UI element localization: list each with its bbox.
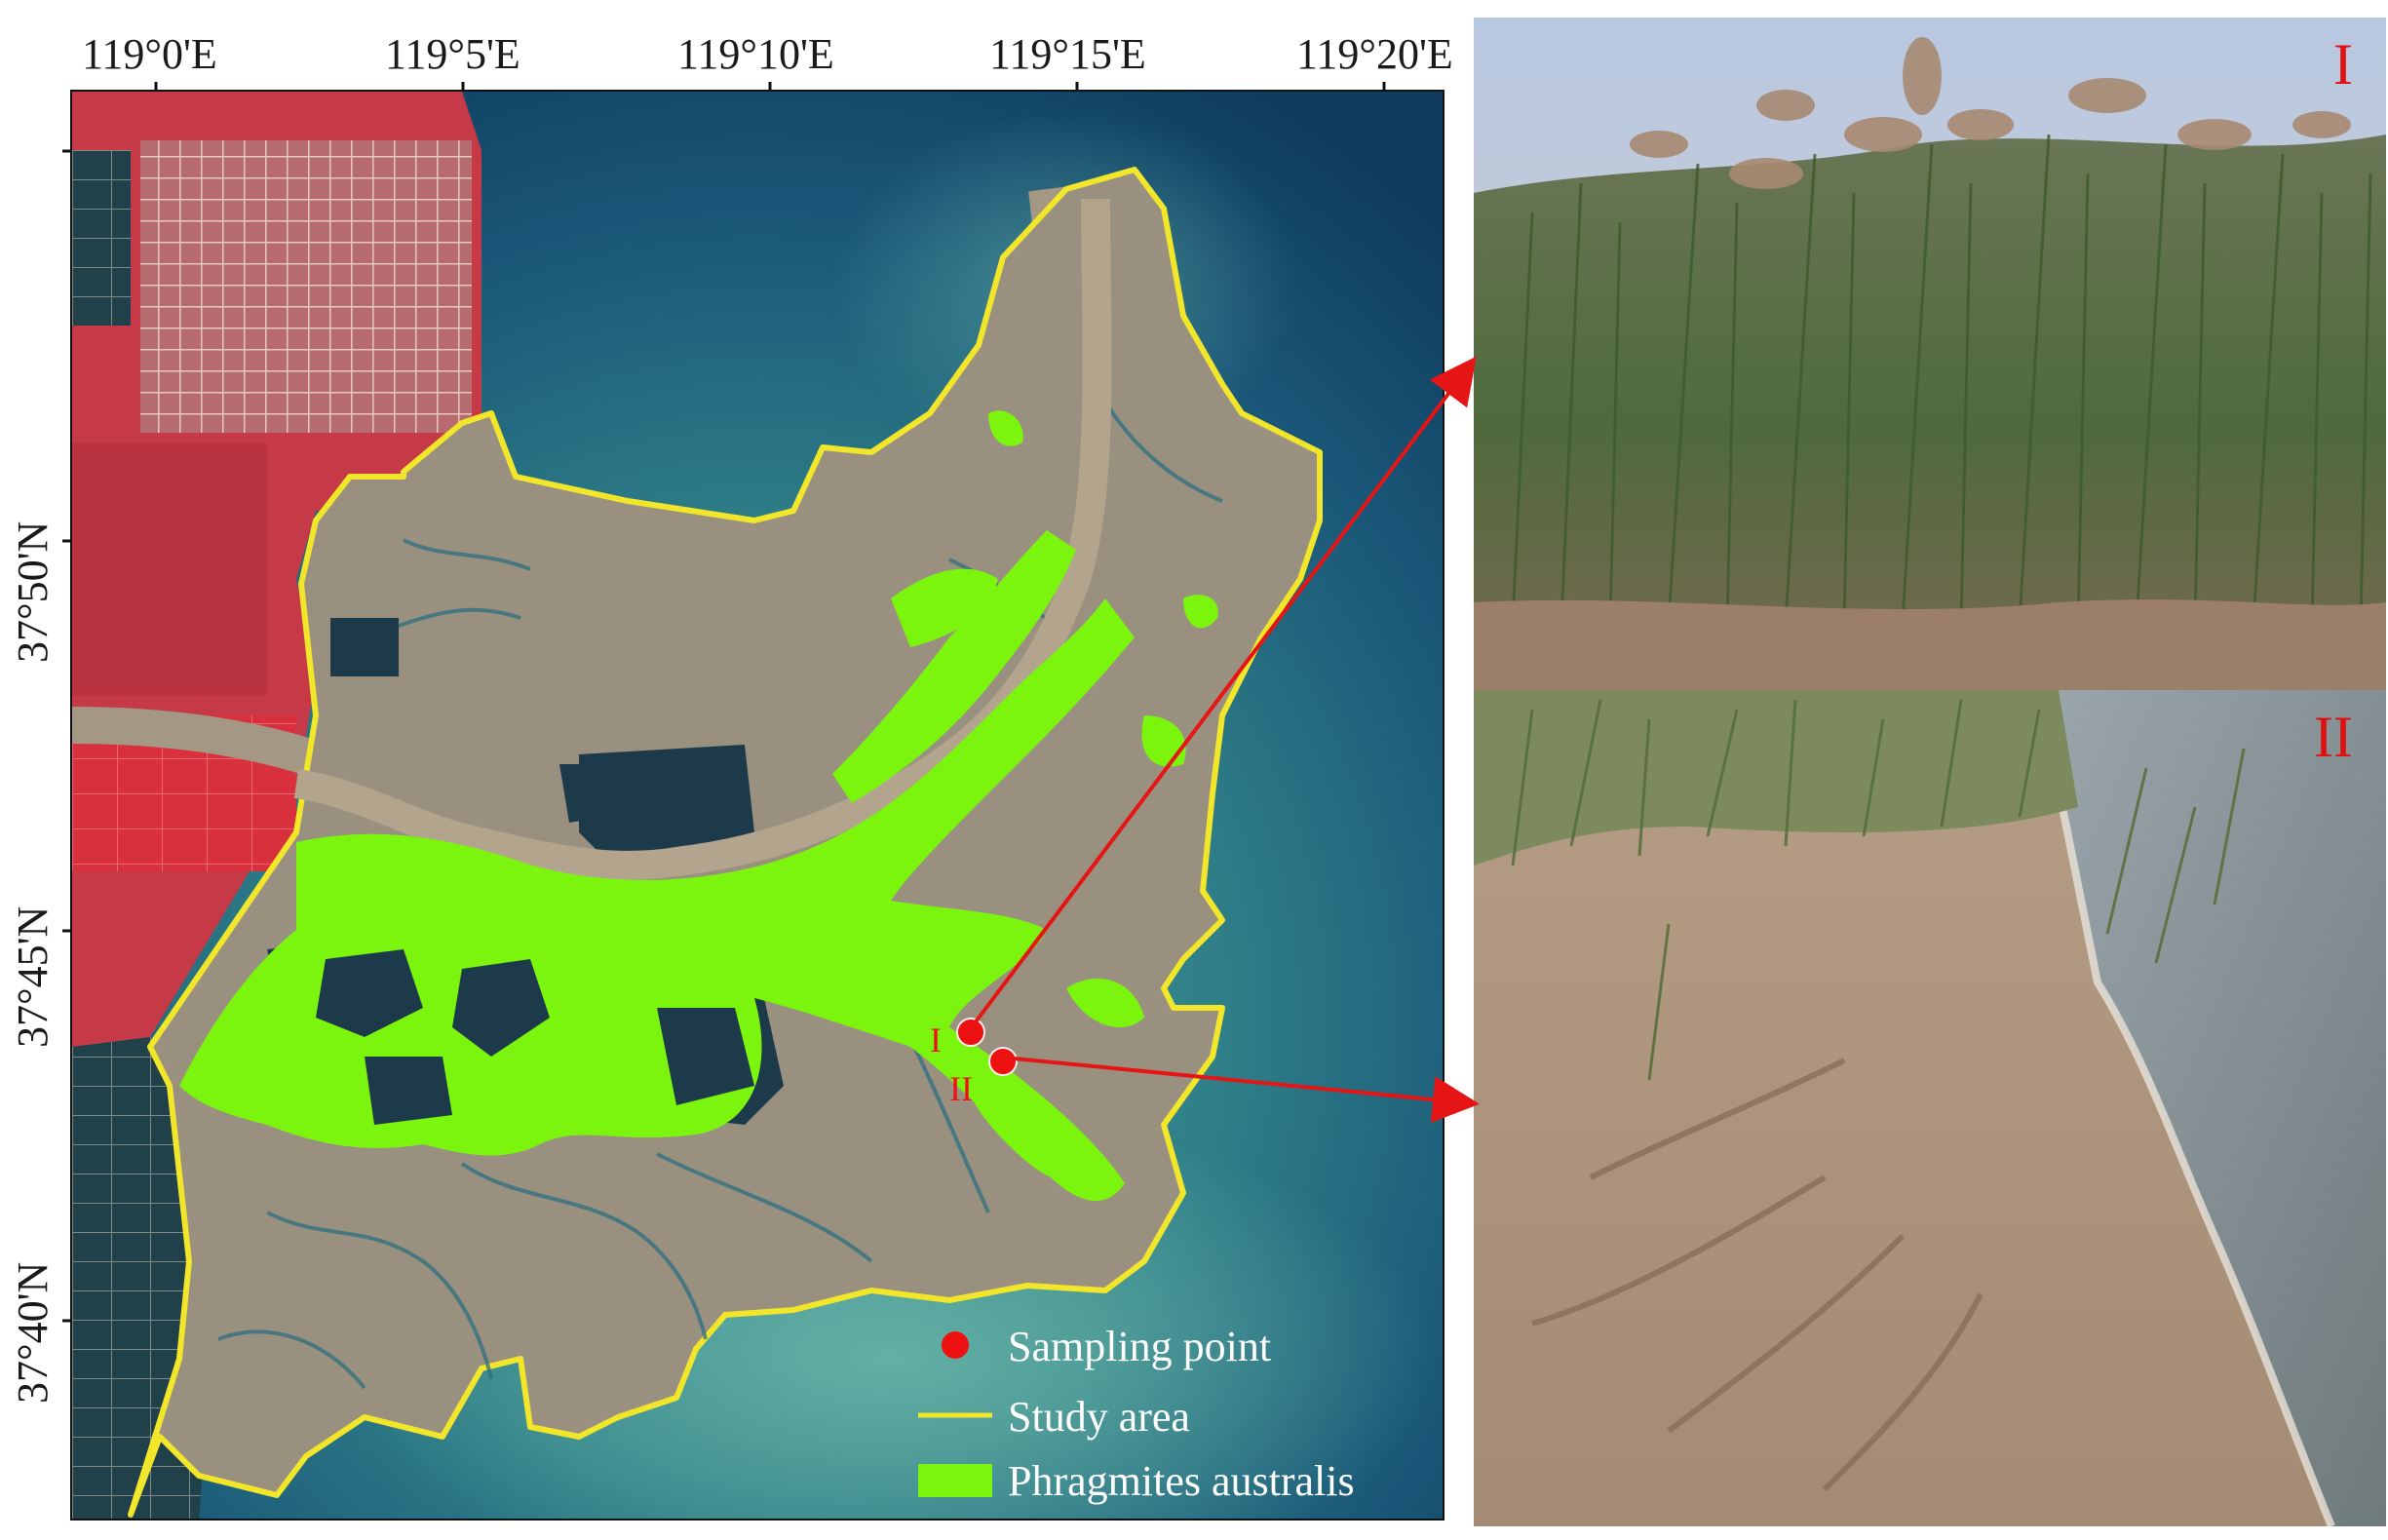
legend-sampling-point-icon xyxy=(942,1331,969,1359)
satellite-map: I II Sampling point Study area Phragmite… xyxy=(70,90,1444,1521)
map-canvas: I II Sampling point Study area Phragmite… xyxy=(72,92,1443,1519)
legend-sampling-point-label: Sampling point xyxy=(1008,1323,1271,1370)
photo-II-label: II xyxy=(2314,705,2353,769)
map-legend: Sampling point Study area Phragmites aus… xyxy=(918,1323,1355,1505)
lon-label-119-0: 119°0'E xyxy=(82,30,217,78)
sampling-points: I II xyxy=(930,1018,1018,1108)
photo-I-label: I xyxy=(2333,32,2353,96)
lat-label-37-45: 37°45'N xyxy=(9,905,57,1048)
photo-panel-I: I xyxy=(1474,18,2386,690)
lon-label-119-15: 119°15'E xyxy=(989,30,1146,78)
lat-label-37-50: 37°50'N xyxy=(9,520,57,663)
lon-label-119-5: 119°5'E xyxy=(385,30,520,78)
legend-phragmites-label: Phragmites australis xyxy=(1008,1457,1355,1505)
sampling-point-II-label: II xyxy=(949,1069,973,1108)
sampling-point-I-label: I xyxy=(930,1020,942,1059)
photo-panel-II: II xyxy=(1474,690,2386,1526)
sampling-point-II xyxy=(988,1047,1018,1076)
city-blocks xyxy=(140,140,472,433)
lat-label-37-40: 37°40'N xyxy=(9,1261,57,1404)
lon-label-119-20: 119°20'E xyxy=(1296,30,1453,78)
legend-phragmites-icon xyxy=(918,1464,992,1497)
legend-study-area-label: Study area xyxy=(1008,1393,1190,1441)
aquaculture-ponds-north xyxy=(72,150,131,326)
sandy-shore-photo xyxy=(1474,690,2386,1526)
red-fields-north xyxy=(72,443,267,696)
reed-stand-photo xyxy=(1474,18,2386,690)
sampling-point-I xyxy=(956,1018,985,1047)
phragmites-gaps xyxy=(316,764,754,1125)
lon-label-119-10: 119°10'E xyxy=(677,30,834,78)
